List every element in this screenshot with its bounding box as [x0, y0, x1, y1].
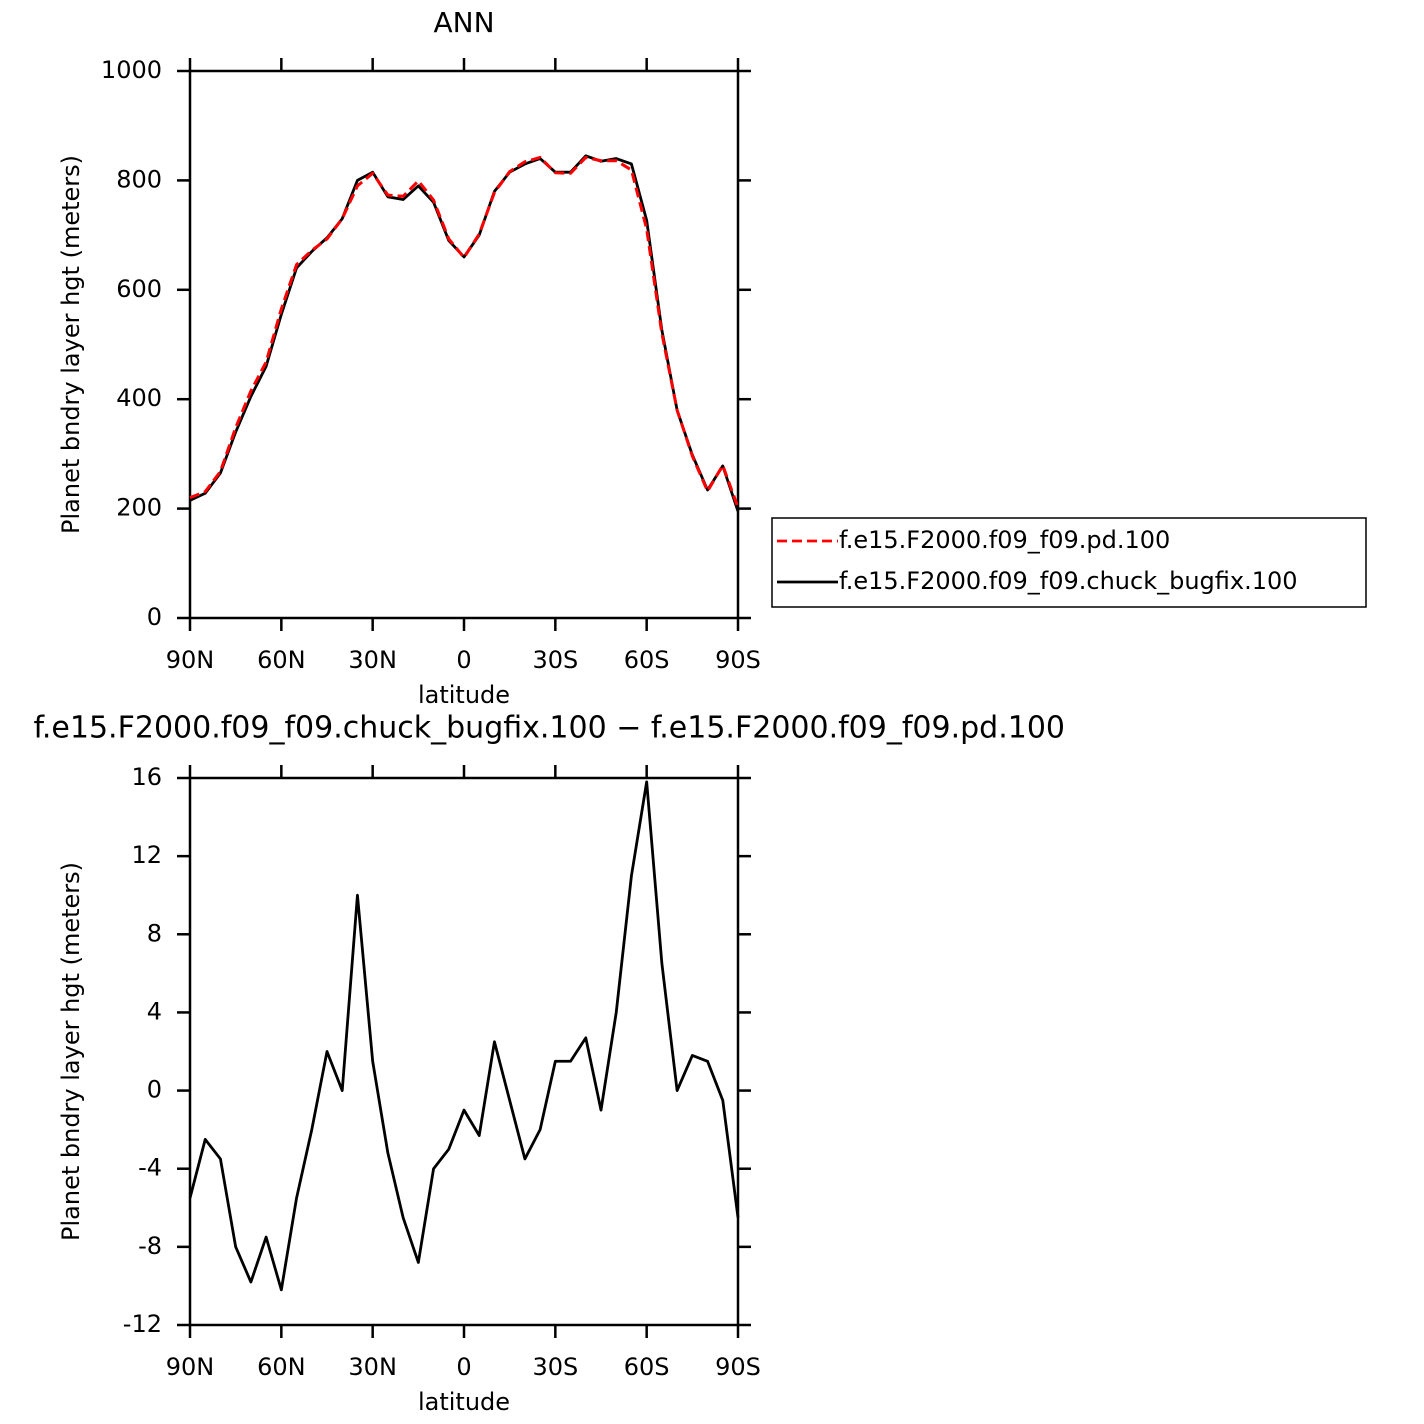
y-tick-label: 16	[131, 763, 162, 791]
y-tick-label: 4	[147, 997, 162, 1025]
x-tick-label: 30S	[532, 1353, 578, 1381]
data-line	[189, 155, 740, 509]
x-tick-label: 60N	[257, 646, 306, 674]
x-tick-label: 60S	[624, 646, 670, 674]
y-tick-label: 0	[147, 603, 162, 631]
y-tick-label: 600	[116, 275, 162, 303]
legend-label: f.e15.F2000.f09_f09.pd.100	[839, 526, 1170, 554]
y-tick-label: -4	[138, 1154, 162, 1182]
y-tick-label: -12	[123, 1310, 162, 1338]
x-axis-label: latitude	[418, 1388, 510, 1416]
x-tick-label: 30S	[532, 646, 578, 674]
x-tick-label: 60S	[624, 1353, 670, 1381]
y-tick-label: 200	[116, 494, 162, 522]
plot-frame	[188, 776, 740, 1327]
x-axis-label: latitude	[418, 681, 510, 709]
x-tick-label: 90S	[715, 646, 761, 674]
data-line	[189, 154, 740, 512]
y-tick-label: 1000	[101, 56, 162, 84]
x-tick-label: 30N	[348, 646, 397, 674]
y-tick-label: 400	[116, 384, 162, 412]
chart-title: f.e15.F2000.f09_f09.chuck_bugfix.100 − f…	[34, 711, 1065, 746]
x-tick-label: 90N	[166, 1353, 215, 1381]
data-line	[188, 780, 740, 1292]
x-tick-label: 30N	[348, 1353, 397, 1381]
y-tick-label: 12	[131, 841, 162, 869]
y-tick-label: -8	[138, 1232, 162, 1260]
x-tick-label: 90N	[166, 646, 215, 674]
x-tick-label: 0	[456, 646, 471, 674]
x-tick-label: 90S	[715, 1353, 761, 1381]
legend-box	[771, 517, 1367, 608]
y-tick-label: 800	[116, 165, 162, 193]
legend-label: f.e15.F2000.f09_f09.chuck_bugfix.100	[839, 567, 1298, 595]
y-axis-label: Planet bndry layer hgt (meters)	[57, 862, 85, 1241]
x-tick-label: 60N	[257, 1353, 306, 1381]
chart-title: ANN	[433, 6, 494, 39]
y-tick-label: 0	[147, 1076, 162, 1104]
y-axis-label: Planet bndry layer hgt (meters)	[57, 155, 85, 534]
x-tick-label: 0	[456, 1353, 471, 1381]
y-tick-label: 8	[147, 919, 162, 947]
